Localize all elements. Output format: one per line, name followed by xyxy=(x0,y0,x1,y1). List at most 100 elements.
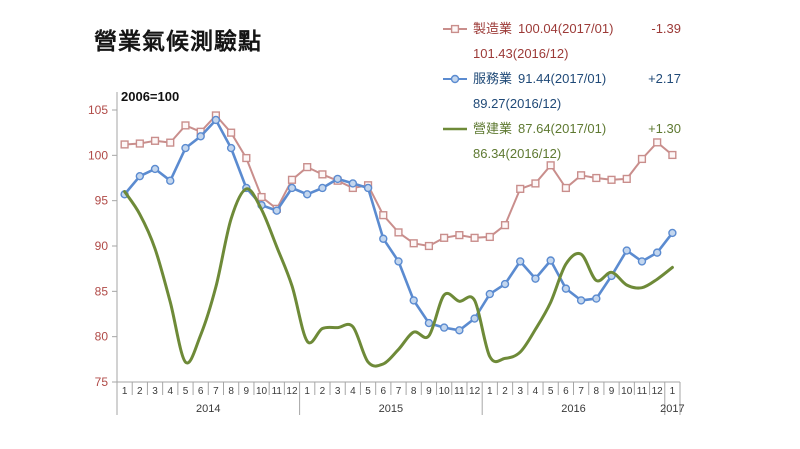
data-point-marker xyxy=(455,326,464,335)
data-point-marker xyxy=(196,132,205,141)
month-tick-label: 2 xyxy=(320,386,326,397)
data-point-marker xyxy=(439,323,449,332)
legend-current-value: 87.64(2017/01) xyxy=(518,121,607,136)
legend-delta-value: +1.30 xyxy=(648,121,681,136)
legend-entry-services: 服務業 91.44(2017/01) +2.17 89.27(2016/12) xyxy=(443,66,693,116)
data-point-marker xyxy=(485,289,494,299)
data-point-marker xyxy=(226,143,236,153)
data-point-marker xyxy=(318,170,327,179)
data-point-marker xyxy=(318,183,327,193)
month-tick-label: 12 xyxy=(469,386,481,397)
axis-note: 2006=100 xyxy=(121,89,180,104)
legend-previous-value: 89.27(2016/12) xyxy=(473,96,562,111)
legend-series-label: 營建業 xyxy=(473,121,513,136)
legend-delta-value: -1.39 xyxy=(651,21,681,36)
month-tick-label: 9 xyxy=(244,386,250,397)
legend-previous-value: 86.34(2016/12) xyxy=(473,146,562,161)
data-point-marker xyxy=(455,231,464,240)
month-tick-label: 11 xyxy=(637,386,648,397)
data-point-marker xyxy=(257,192,266,202)
month-tick-label: 7 xyxy=(396,386,402,397)
data-point-marker xyxy=(287,183,297,193)
data-point-marker xyxy=(485,232,494,242)
legend-previous-value: 101.43(2016/12) xyxy=(473,46,569,61)
data-point-marker xyxy=(135,171,145,181)
data-point-marker xyxy=(424,241,434,251)
legend-entry-construction: 營建業 87.64(2017/01) +1.30 86.34(2016/12) xyxy=(443,116,693,166)
data-point-marker xyxy=(576,296,586,305)
month-tick-label: 5 xyxy=(365,386,371,397)
data-point-marker xyxy=(166,138,175,147)
month-tick-label: 12 xyxy=(286,386,298,397)
data-point-marker xyxy=(379,211,388,220)
data-point-marker xyxy=(470,233,479,242)
data-point-marker xyxy=(622,174,631,184)
data-point-marker xyxy=(166,176,175,185)
month-tick-label: 8 xyxy=(411,386,417,397)
month-tick-label: 10 xyxy=(621,386,633,397)
construction-legend-marker-icon xyxy=(443,127,467,130)
data-point-marker xyxy=(394,228,403,237)
legend-entry-manufacturing: 製造業 100.04(2017/01) -1.39 101.43(2016/12… xyxy=(443,16,693,66)
month-tick-label: 10 xyxy=(439,386,451,397)
legend-series-label: 服務業 xyxy=(473,71,513,86)
data-point-marker xyxy=(120,140,129,149)
data-point-marker xyxy=(181,121,190,130)
data-point-marker xyxy=(440,233,449,242)
data-point-marker xyxy=(227,128,236,137)
data-point-marker xyxy=(637,154,647,164)
y-tick-label: 90 xyxy=(95,239,109,253)
month-tick-label: 4 xyxy=(167,386,173,397)
data-point-marker xyxy=(531,179,540,188)
data-point-marker xyxy=(576,171,586,180)
month-tick-label: 7 xyxy=(213,386,219,397)
axes xyxy=(112,92,681,415)
month-tick-label: 7 xyxy=(578,386,584,397)
month-tick-label: 12 xyxy=(652,386,664,397)
month-tick-label: 5 xyxy=(183,386,189,397)
legend-row: 服務業 91.44(2017/01) +2.17 xyxy=(443,66,693,91)
data-point-marker xyxy=(211,115,221,125)
month-tick-label: 3 xyxy=(152,386,158,397)
data-point-marker xyxy=(531,274,540,283)
data-point-marker xyxy=(546,256,555,265)
data-point-marker xyxy=(348,179,358,188)
month-tick-label: 8 xyxy=(228,386,234,397)
data-point-marker xyxy=(516,257,525,266)
year-tick-label: 2016 xyxy=(561,403,585,415)
month-tick-label: 1 xyxy=(122,386,128,397)
legend-delta-value: +2.17 xyxy=(648,71,681,86)
month-tick-label: 1 xyxy=(487,386,493,397)
legend-current-value: 91.44(2017/01) xyxy=(518,71,607,86)
month-tick-label: 1 xyxy=(304,386,310,397)
data-point-marker xyxy=(546,161,555,170)
month-tick-label: 9 xyxy=(426,386,432,397)
data-point-marker xyxy=(500,221,510,230)
data-point-marker xyxy=(242,153,251,163)
series-services xyxy=(120,115,677,335)
data-point-marker xyxy=(303,190,312,199)
month-tick-label: 11 xyxy=(272,386,283,397)
data-point-marker xyxy=(379,234,388,243)
x-axis-labels: 1 2 3 4 5 6 7 8 9 10 11 12 1 2 3 4 5 6 7 8 9 10 11 12 1 2 3 4 5 6 7 8 9 1… xyxy=(122,386,685,415)
data-point-marker xyxy=(652,248,662,257)
month-tick-label: 4 xyxy=(350,386,356,397)
data-point-marker xyxy=(561,183,570,193)
month-tick-label: 9 xyxy=(609,386,615,397)
data-point-marker xyxy=(607,175,616,184)
year-tick-label: 2015 xyxy=(379,403,403,415)
data-point-marker xyxy=(516,184,525,193)
legend-current-value: 100.04(2017/01) xyxy=(518,21,614,36)
chart-title: 營業氣候測驗點 xyxy=(94,28,262,54)
month-tick-label: 4 xyxy=(533,386,539,397)
legend-row: 製造業 100.04(2017/01) -1.39 xyxy=(443,16,693,41)
month-tick-label: 10 xyxy=(256,386,268,397)
services-legend-marker-icon xyxy=(443,74,467,83)
data-point-marker xyxy=(409,239,418,248)
data-point-marker xyxy=(181,143,190,153)
data-point-marker xyxy=(287,175,297,184)
y-tick-label: 75 xyxy=(95,375,109,389)
data-point-marker xyxy=(637,257,647,266)
month-tick-label: 8 xyxy=(594,386,600,397)
